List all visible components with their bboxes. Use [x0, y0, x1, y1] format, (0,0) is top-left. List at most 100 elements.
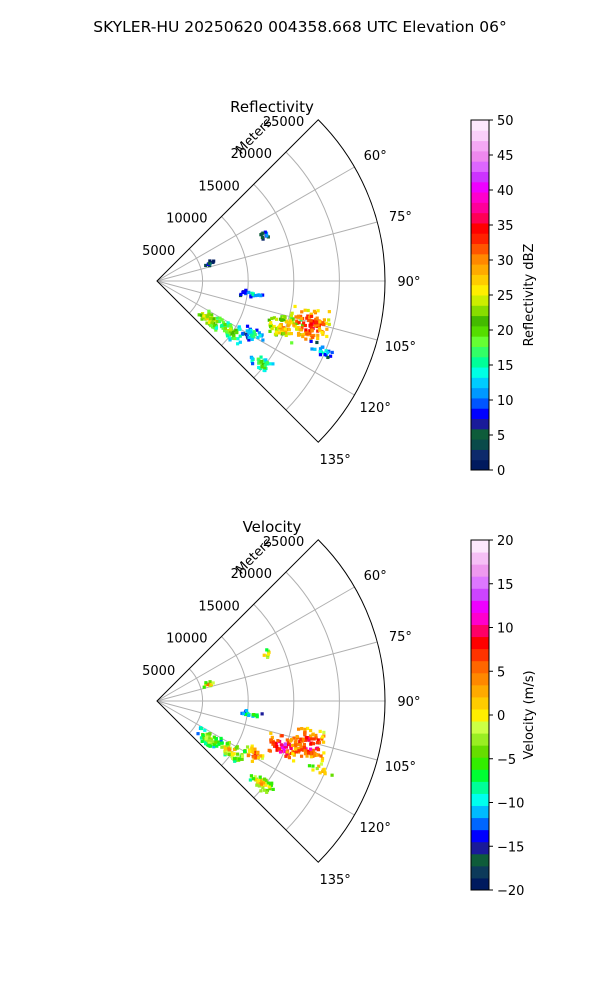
echo-cell: [294, 739, 298, 743]
echo-cell: [311, 733, 315, 737]
echo-cell: [269, 740, 273, 744]
echo-cell: [309, 737, 313, 741]
echo-cell: [230, 753, 234, 757]
echo-cell: [304, 749, 308, 753]
echo-cell: [312, 319, 316, 323]
echo-cell: [243, 290, 247, 295]
echo-cell: [241, 712, 246, 716]
echo-cell: [280, 734, 284, 738]
echo-cell: [290, 311, 294, 315]
echo-cell: [296, 333, 301, 337]
echo-cell: [287, 741, 291, 745]
echo-cell: [220, 318, 224, 322]
echo-cell: [292, 736, 296, 740]
colorbar-swatch: [471, 853, 489, 867]
echo-cell: [268, 329, 272, 333]
echo-cell: [261, 363, 265, 367]
echo-cell: [244, 708, 249, 713]
colorbar-tick-label: 15: [497, 359, 514, 374]
echo-cell: [285, 320, 289, 324]
echo-cell: [322, 730, 326, 735]
sector-frame: [156, 539, 386, 863]
echo-cell: [314, 320, 318, 324]
echo-cell: [261, 781, 266, 785]
echo-cell: [215, 744, 219, 748]
azimuth-gridline: [156, 280, 355, 396]
echo-cell: [199, 313, 204, 317]
echo-cell: [315, 766, 319, 771]
echo-cell: [320, 330, 324, 335]
echo-cell: [207, 321, 212, 325]
echo-cell: [250, 759, 254, 763]
colorbar-swatch: [471, 305, 489, 317]
echo-cell: [207, 309, 211, 313]
echo-cell: [299, 739, 303, 743]
echo-cell: [272, 324, 276, 329]
echo-cell: [225, 742, 229, 746]
echo-cell: [318, 347, 323, 351]
colorbar-swatch: [471, 793, 489, 807]
echo-cell: [315, 741, 320, 745]
echo-cell: [325, 334, 329, 339]
colorbar-tick-label: 0: [497, 464, 505, 479]
echo-cell: [240, 754, 245, 758]
echo-cell: [288, 319, 293, 323]
echo-cell: [317, 764, 321, 768]
echo-cell: [271, 362, 275, 366]
echo-cell: [207, 740, 211, 744]
echo-cell: [260, 364, 264, 369]
echo-cell: [245, 334, 249, 338]
echo-cell: [283, 315, 287, 319]
echo-cell: [244, 332, 249, 337]
echo-cell: [243, 749, 247, 753]
echo-cell: [319, 754, 323, 758]
echo-cell: [287, 332, 291, 336]
echo-cell: [261, 293, 265, 297]
echo-cell: [257, 293, 261, 297]
echo-cell: [205, 735, 209, 739]
echo-cell: [262, 368, 266, 372]
echo-cell: [209, 323, 213, 328]
echo-cell: [225, 332, 229, 336]
colorbar-swatch: [471, 817, 489, 831]
echo-cell: [234, 756, 239, 760]
echo-cell: [309, 339, 313, 343]
echo-cell: [300, 326, 304, 330]
echo-cell: [240, 757, 244, 761]
echo-cell: [268, 787, 272, 791]
echo-cell: [259, 789, 263, 793]
echo-cell: [212, 735, 216, 739]
azimuth-tick-label: 75°: [389, 210, 412, 225]
echo-cell: [304, 751, 309, 755]
colorbar-label: Reflectivity dBZ: [522, 244, 537, 347]
echo-cell: [297, 315, 301, 319]
echo-cell: [245, 324, 250, 328]
echo-cell: [327, 322, 331, 326]
echo-cell: [320, 759, 324, 763]
echo-cell: [309, 319, 313, 323]
echo-cell: [225, 324, 229, 328]
echo-cell: [217, 319, 222, 324]
echo-cell: [326, 355, 330, 360]
azimuth-tick-label: 120°: [360, 401, 391, 416]
azimuth-tick-label: 90°: [397, 275, 420, 290]
echo-cell: [221, 326, 225, 330]
echo-cell: [294, 745, 298, 749]
echo-cell: [234, 328, 238, 332]
echo-cell: [208, 259, 212, 263]
colorbar-swatch: [471, 397, 489, 409]
echo-cell: [261, 785, 265, 789]
echo-cell: [207, 261, 211, 266]
echo-cell: [324, 349, 328, 353]
echo-cell: [259, 782, 264, 786]
colorbar-swatch: [471, 284, 489, 296]
colorbar-swatch: [471, 600, 489, 613]
echo-cell: [301, 737, 306, 741]
echo-cell: [307, 738, 311, 742]
echo-cell: [294, 750, 298, 754]
colorbar-swatch: [471, 418, 489, 430]
echo-cell: [202, 314, 206, 318]
echo-cell: [318, 328, 322, 332]
echo-cell: [212, 324, 217, 328]
echo-cell: [204, 681, 208, 685]
